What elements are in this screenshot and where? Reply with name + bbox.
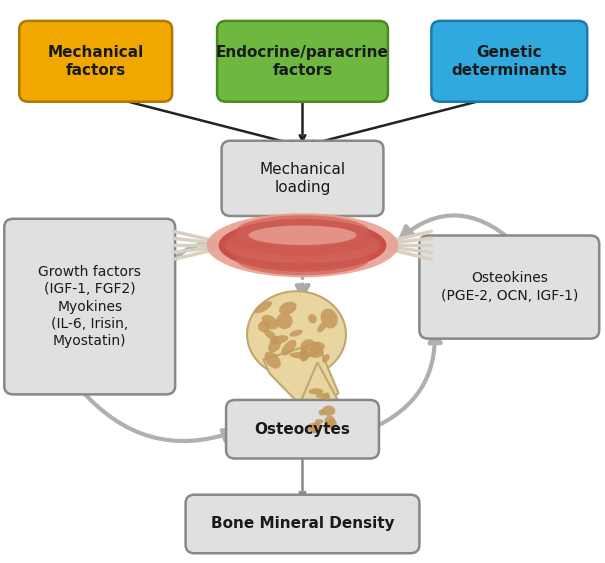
Ellipse shape: [308, 314, 317, 323]
FancyBboxPatch shape: [186, 495, 419, 553]
Text: Endocrine/paracrine
factors: Endocrine/paracrine factors: [216, 44, 389, 78]
Ellipse shape: [268, 339, 281, 352]
Ellipse shape: [299, 350, 310, 361]
Text: Osteokines
(PGE-2, OCN, IGF-1): Osteokines (PGE-2, OCN, IGF-1): [440, 271, 578, 303]
Polygon shape: [264, 343, 338, 407]
Ellipse shape: [307, 423, 321, 432]
Ellipse shape: [315, 419, 324, 424]
Ellipse shape: [317, 322, 326, 332]
Ellipse shape: [309, 388, 323, 395]
Ellipse shape: [325, 419, 337, 429]
Ellipse shape: [230, 235, 375, 269]
Ellipse shape: [321, 309, 338, 328]
Ellipse shape: [314, 422, 321, 428]
Ellipse shape: [324, 416, 335, 425]
Ellipse shape: [218, 219, 387, 272]
Ellipse shape: [289, 330, 302, 337]
Text: Genetic
determinants: Genetic determinants: [451, 44, 567, 78]
Ellipse shape: [309, 347, 322, 357]
Ellipse shape: [264, 329, 277, 341]
Text: Mechanical
factors: Mechanical factors: [48, 44, 144, 78]
Ellipse shape: [290, 352, 309, 359]
Ellipse shape: [322, 354, 330, 363]
Ellipse shape: [249, 225, 356, 245]
Ellipse shape: [300, 346, 308, 361]
Ellipse shape: [324, 392, 330, 400]
Ellipse shape: [281, 340, 296, 356]
Ellipse shape: [309, 346, 324, 358]
Ellipse shape: [254, 301, 272, 313]
Ellipse shape: [258, 321, 270, 332]
Ellipse shape: [311, 426, 319, 434]
Text: Osteocytes: Osteocytes: [255, 422, 350, 437]
FancyBboxPatch shape: [419, 235, 599, 338]
Ellipse shape: [279, 302, 296, 315]
FancyBboxPatch shape: [221, 141, 384, 216]
Text: Bone Mineral Density: Bone Mineral Density: [211, 516, 394, 531]
Ellipse shape: [236, 243, 369, 275]
FancyBboxPatch shape: [226, 400, 379, 458]
Ellipse shape: [301, 339, 315, 352]
FancyBboxPatch shape: [19, 21, 172, 102]
Ellipse shape: [311, 342, 325, 350]
Ellipse shape: [270, 335, 289, 344]
Ellipse shape: [262, 315, 278, 329]
Ellipse shape: [264, 351, 281, 369]
FancyBboxPatch shape: [217, 21, 388, 102]
Polygon shape: [299, 363, 338, 449]
Ellipse shape: [236, 215, 369, 247]
Ellipse shape: [206, 213, 399, 278]
Text: Growth factors
(IGF-1, FGF2)
Myokines
(IL-6, Irisin,
Myostatin): Growth factors (IGF-1, FGF2) Myokines (I…: [38, 265, 141, 348]
Ellipse shape: [224, 227, 381, 263]
Ellipse shape: [319, 409, 325, 415]
Ellipse shape: [325, 420, 333, 428]
Ellipse shape: [276, 313, 293, 329]
FancyBboxPatch shape: [4, 219, 175, 395]
Ellipse shape: [247, 291, 346, 378]
Ellipse shape: [316, 393, 329, 399]
Ellipse shape: [230, 221, 375, 256]
Text: Mechanical
loading: Mechanical loading: [260, 162, 345, 195]
Ellipse shape: [322, 405, 335, 416]
FancyBboxPatch shape: [431, 21, 587, 102]
